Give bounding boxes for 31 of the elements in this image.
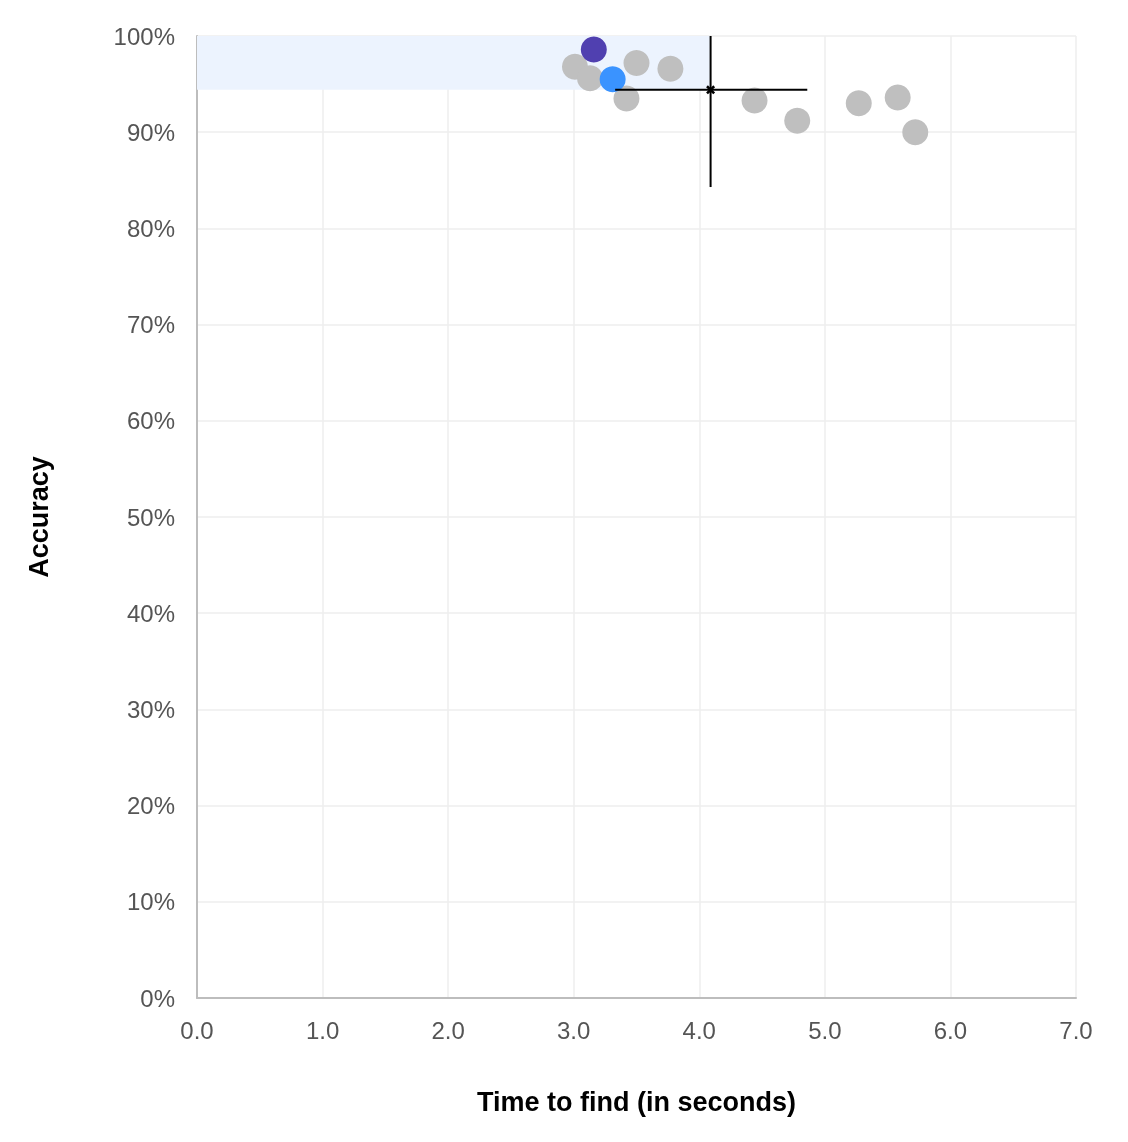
y-tick-label: 20% bbox=[126, 792, 175, 820]
point bbox=[902, 119, 929, 146]
point bbox=[599, 66, 626, 93]
x-tick-label: 4.0 bbox=[682, 1016, 716, 1044]
y-tick-label: 40% bbox=[126, 599, 175, 627]
y-tick-label: 80% bbox=[126, 214, 175, 242]
y-tick-label: 100% bbox=[113, 22, 175, 50]
x-tick-label: 0.0 bbox=[180, 1016, 214, 1044]
y-axis-title: Accuracy bbox=[23, 456, 54, 578]
y-tick-label: 70% bbox=[126, 311, 175, 339]
x-tick-label: 7.0 bbox=[1059, 1016, 1093, 1044]
point bbox=[657, 55, 684, 82]
y-tick-label: 0% bbox=[140, 984, 175, 1012]
point bbox=[784, 107, 811, 134]
y-tick-label: 50% bbox=[126, 503, 175, 531]
x-axis-title: Time to find (in seconds) bbox=[476, 1086, 797, 1117]
point bbox=[580, 36, 607, 63]
point bbox=[577, 65, 604, 92]
x-tick-label: 2.0 bbox=[431, 1016, 465, 1044]
x-tick-label: 6.0 bbox=[933, 1016, 968, 1044]
point bbox=[884, 84, 911, 111]
x-tick-label: 1.0 bbox=[305, 1016, 340, 1044]
point bbox=[741, 87, 768, 114]
point bbox=[623, 49, 650, 76]
x-tick-label: 5.0 bbox=[808, 1016, 842, 1044]
y-tick-label: 10% bbox=[126, 888, 175, 916]
y-tick-label: 60% bbox=[126, 407, 175, 435]
x-tick-label: 3.0 bbox=[557, 1016, 591, 1044]
y-tick-label: 90% bbox=[126, 118, 175, 146]
point bbox=[845, 90, 872, 117]
y-tick-label: 30% bbox=[126, 695, 175, 723]
